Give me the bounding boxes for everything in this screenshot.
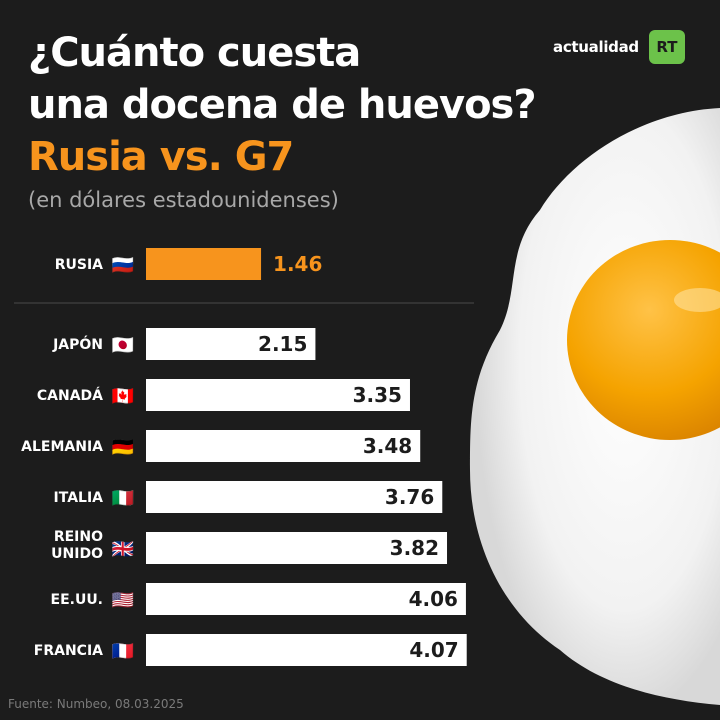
category-label-rusia: RUSIA	[55, 257, 103, 273]
logo-text: actualidad	[553, 38, 639, 56]
flag-icon-italia: 🇮🇹	[112, 488, 134, 509]
value-label-francia: 4.07	[409, 638, 458, 662]
bar-japón	[146, 328, 316, 360]
category-label-italia: ITALIA	[54, 490, 104, 506]
value-label-japón: 2.15	[258, 332, 307, 356]
bar-reino-unido	[146, 532, 448, 564]
category-label-alemania: ALEMANIA	[21, 439, 103, 455]
bar-italia	[146, 481, 443, 513]
category-label-japón: JAPÓN	[52, 335, 103, 353]
source-note: Fuente: Numbeo, 08.03.2025	[8, 697, 184, 711]
value-label-eeuu: 4.06	[409, 587, 458, 611]
flag-icon-francia: 🇫🇷	[112, 641, 134, 662]
title-line-2: una docena de huevos?	[28, 82, 537, 128]
bar-francia	[146, 634, 467, 666]
bar-rusia	[146, 248, 262, 280]
category-label-francia: FRANCIA	[34, 643, 103, 659]
flag-icon-canadá: 🇨🇦	[112, 386, 134, 407]
category-label-canadá: CANADÁ	[37, 387, 103, 404]
logo-badge: RT	[648, 30, 685, 64]
flag-icon-alemania: 🇩🇪	[112, 437, 134, 458]
title-line-3: Rusia vs. G7	[28, 134, 294, 180]
value-label-rusia: 1.46	[273, 252, 322, 276]
category-label-line: UNIDO	[51, 546, 103, 562]
bar-canadá	[146, 379, 410, 411]
category-label-reino-unido: REINO UNIDO	[51, 529, 103, 562]
yolk-highlight	[674, 288, 720, 312]
category-label-eeuu: EE.UU.	[51, 592, 104, 608]
bar-eeuu	[146, 583, 466, 615]
bar-alemania	[146, 430, 421, 462]
value-label-alemania: 3.48	[363, 434, 412, 458]
egg-yolk	[567, 240, 720, 440]
flag-icon-eeuu: 🇺🇸	[112, 590, 134, 611]
value-label-reino-unido: 3.82	[390, 536, 439, 560]
flag-icon-rusia: 🇷🇺	[112, 255, 134, 276]
flag-icon-reino-unido: 🇬🇧	[112, 539, 134, 560]
value-label-canadá: 3.35	[353, 383, 402, 407]
title-line-1: ¿Cuánto cuesta	[28, 30, 361, 76]
value-label-italia: 3.76	[385, 485, 434, 509]
subtitle: (en dólares estadounidenses)	[28, 188, 339, 212]
rt-logo: actualidad RT	[553, 30, 685, 64]
category-label-line: REINO	[54, 529, 103, 545]
flag-icon-japón: 🇯🇵	[112, 335, 134, 356]
